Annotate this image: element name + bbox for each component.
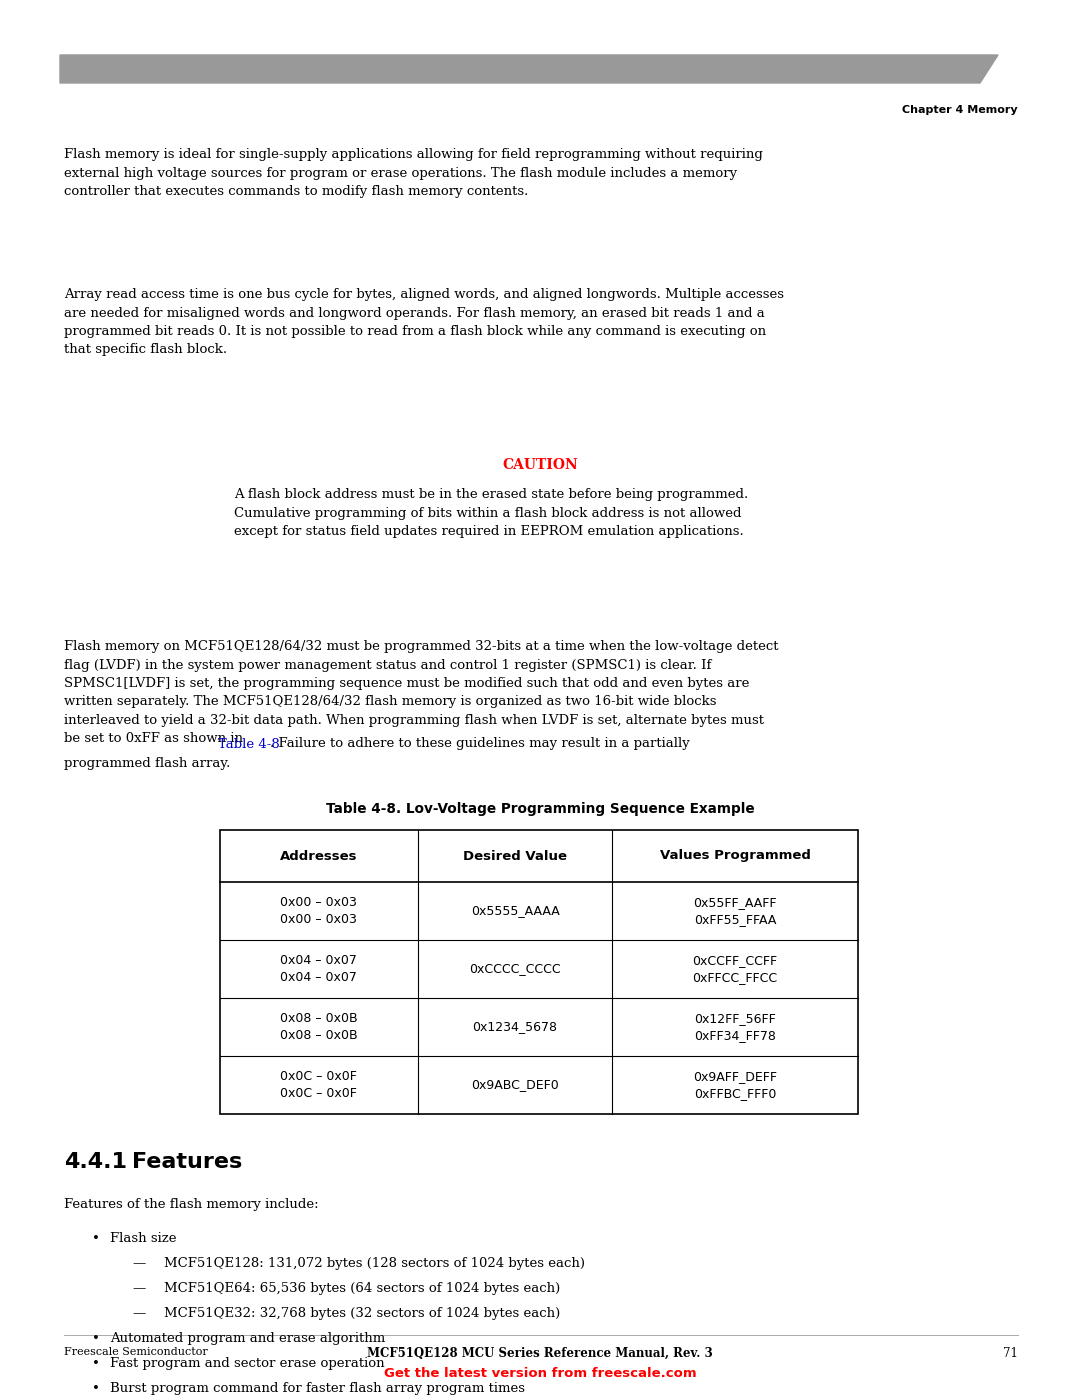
- Text: 0x0C – 0x0F
0x0C – 0x0F: 0x0C – 0x0F 0x0C – 0x0F: [281, 1070, 357, 1099]
- Text: 4.4.1: 4.4.1: [64, 1153, 127, 1172]
- Polygon shape: [60, 54, 998, 82]
- Text: Features of the flash memory include:: Features of the flash memory include:: [64, 1199, 319, 1211]
- Text: 0x12FF_56FF
0xFF34_FF78: 0x12FF_56FF 0xFF34_FF78: [694, 1011, 777, 1042]
- Text: •: •: [92, 1331, 99, 1345]
- Text: 0x9AFF_DEFF
0xFFBC_FFF0: 0x9AFF_DEFF 0xFFBC_FFF0: [693, 1070, 778, 1099]
- Text: •: •: [92, 1382, 99, 1396]
- Text: 0x00 – 0x03
0x00 – 0x03: 0x00 – 0x03 0x00 – 0x03: [281, 895, 357, 926]
- Text: Burst program command for faster flash array program times: Burst program command for faster flash a…: [110, 1382, 525, 1396]
- Text: Flash memory on MCF51QE128/64/32 must be programmed 32-bits at a time when the l: Flash memory on MCF51QE128/64/32 must be…: [64, 640, 779, 746]
- Text: —: —: [132, 1282, 145, 1295]
- Text: Fast program and sector erase operation: Fast program and sector erase operation: [110, 1356, 384, 1370]
- Text: Desired Value: Desired Value: [463, 849, 567, 862]
- Text: MCF51QE128: 131,072 bytes (128 sectors of 1024 bytes each): MCF51QE128: 131,072 bytes (128 sectors o…: [164, 1257, 585, 1270]
- Text: Get the latest version from freescale.com: Get the latest version from freescale.co…: [383, 1368, 697, 1380]
- Text: Freescale Semiconductor: Freescale Semiconductor: [64, 1347, 207, 1356]
- Text: 0x5555_AAAA: 0x5555_AAAA: [471, 904, 559, 918]
- Text: 0x08 – 0x0B
0x08 – 0x0B: 0x08 – 0x0B 0x08 – 0x0B: [280, 1011, 357, 1042]
- Text: Table 4-8: Table 4-8: [218, 738, 280, 750]
- Text: CAUTION: CAUTION: [502, 458, 578, 472]
- Text: 0x9ABC_DEF0: 0x9ABC_DEF0: [471, 1078, 559, 1091]
- Text: MCF51QE128 MCU Series Reference Manual, Rev. 3: MCF51QE128 MCU Series Reference Manual, …: [367, 1347, 713, 1361]
- Text: •: •: [92, 1232, 99, 1245]
- Bar: [220, 830, 858, 1113]
- Text: 0x1234_5678: 0x1234_5678: [473, 1020, 557, 1034]
- Text: Flash size: Flash size: [110, 1232, 176, 1245]
- Text: Chapter 4 Memory: Chapter 4 Memory: [903, 105, 1018, 115]
- Text: Flash memory is ideal for single-supply applications allowing for field reprogra: Flash memory is ideal for single-supply …: [64, 148, 762, 198]
- Text: •: •: [92, 1356, 99, 1370]
- Text: Addresses: Addresses: [280, 849, 357, 862]
- Text: Automated program and erase algorithm: Automated program and erase algorithm: [110, 1331, 386, 1345]
- Text: Features: Features: [132, 1153, 242, 1172]
- Text: programmed flash array.: programmed flash array.: [64, 757, 230, 770]
- Text: 0x04 – 0x07
0x04 – 0x07: 0x04 – 0x07 0x04 – 0x07: [281, 954, 357, 983]
- Text: Table 4-8. Lov-Voltage Programming Sequence Example: Table 4-8. Lov-Voltage Programming Seque…: [326, 802, 754, 816]
- Text: 0xCCCC_CCCC: 0xCCCC_CCCC: [470, 963, 561, 975]
- Text: MCF51QE32: 32,768 bytes (32 sectors of 1024 bytes each): MCF51QE32: 32,768 bytes (32 sectors of 1…: [164, 1308, 561, 1320]
- Text: A flash block address must be in the erased state before being programmed.
Cumul: A flash block address must be in the era…: [234, 488, 748, 538]
- Text: Values Programmed: Values Programmed: [660, 849, 811, 862]
- Text: —: —: [132, 1257, 145, 1270]
- Text: 0x55FF_AAFF
0xFF55_FFAA: 0x55FF_AAFF 0xFF55_FFAA: [693, 895, 777, 926]
- Text: . Failure to adhere to these guidelines may result in a partially: . Failure to adhere to these guidelines …: [270, 738, 690, 750]
- Text: —: —: [132, 1308, 145, 1320]
- Text: Array read access time is one bus cycle for bytes, aligned words, and aligned lo: Array read access time is one bus cycle …: [64, 288, 784, 356]
- Text: MCF51QE64: 65,536 bytes (64 sectors of 1024 bytes each): MCF51QE64: 65,536 bytes (64 sectors of 1…: [164, 1282, 561, 1295]
- Text: 71: 71: [1003, 1347, 1018, 1361]
- Text: 0xCCFF_CCFF
0xFFCC_FFCC: 0xCCFF_CCFF 0xFFCC_FFCC: [692, 954, 778, 983]
